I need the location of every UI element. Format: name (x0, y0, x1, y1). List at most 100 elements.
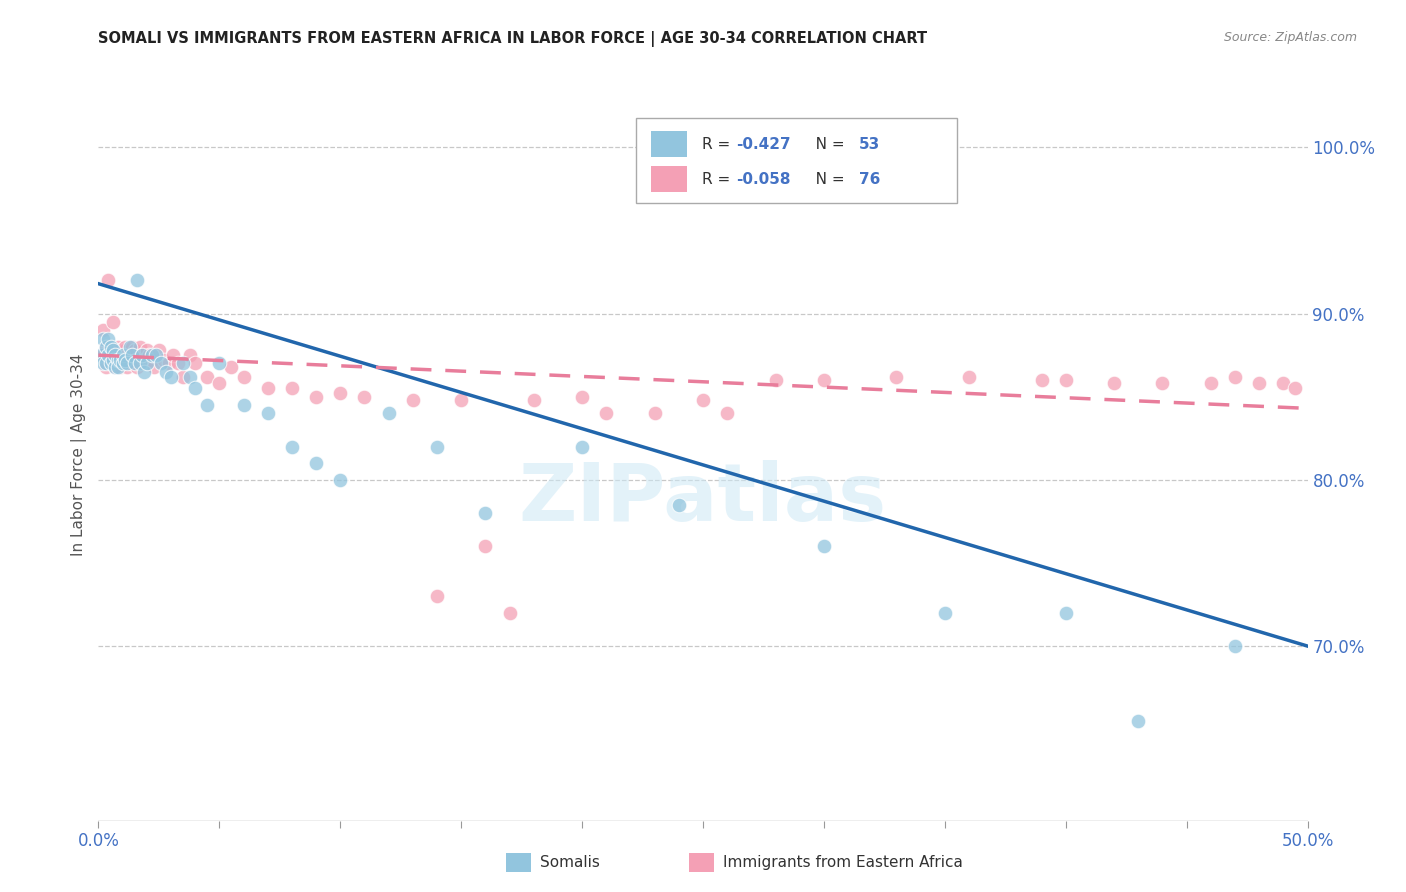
Text: 76: 76 (859, 171, 880, 186)
Point (101, 353, 124, 368)
Point (281, 440, 304, 454)
Point (402, 392, 425, 407)
Point (571, 390, 593, 404)
Point (97, 273, 120, 287)
Point (232, 369, 254, 384)
Point (426, 440, 449, 454)
Point (179, 348, 201, 362)
Point (128, 340, 150, 354)
Text: Somalis: Somalis (540, 855, 600, 870)
Point (111, 348, 134, 362)
Point (100, 356, 122, 370)
Point (143, 359, 166, 374)
Point (114, 343, 136, 358)
Text: R =: R = (702, 136, 735, 152)
Point (101, 343, 124, 358)
Point (94, 359, 117, 374)
Point (1031, 373, 1053, 387)
Point (127, 359, 149, 374)
Point (498, 606, 520, 620)
Point (135, 356, 157, 370)
Text: N =: N = (801, 171, 849, 186)
Point (595, 406, 617, 420)
Point (128, 356, 150, 370)
Text: -0.427: -0.427 (735, 136, 790, 152)
Point (353, 390, 375, 404)
Point (100, 340, 122, 354)
Point (167, 356, 190, 370)
Text: SOMALI VS IMMIGRANTS FROM EASTERN AFRICA IN LABOR FORCE | AGE 30-34 CORRELATION : SOMALI VS IMMIGRANTS FROM EASTERN AFRICA… (98, 31, 928, 47)
Point (107, 353, 129, 368)
Y-axis label: In Labor Force | Age 30-34: In Labor Force | Age 30-34 (72, 353, 87, 557)
Point (571, 440, 593, 454)
Text: ZIPatlas: ZIPatlas (519, 459, 887, 538)
Point (104, 353, 127, 368)
Point (108, 359, 131, 374)
Point (160, 369, 183, 384)
Point (101, 315, 124, 329)
Point (111, 348, 134, 362)
Point (1249, 376, 1271, 391)
Point (111, 356, 134, 370)
Point (127, 273, 149, 287)
Text: Immigrants from Eastern Africa: Immigrants from Eastern Africa (723, 855, 963, 870)
Text: -0.058: -0.058 (735, 171, 790, 186)
Point (765, 373, 787, 387)
Point (118, 348, 141, 362)
Point (134, 365, 156, 379)
Point (111, 356, 134, 370)
Text: 53: 53 (859, 136, 880, 152)
Point (1128, 714, 1150, 728)
Point (450, 392, 472, 407)
Point (668, 498, 690, 512)
Point (97, 348, 120, 362)
Point (1054, 373, 1077, 387)
Point (1199, 376, 1222, 391)
Point (131, 348, 153, 362)
Point (426, 589, 449, 603)
Point (1223, 639, 1246, 653)
Point (1054, 606, 1077, 620)
Point (523, 392, 546, 407)
Point (474, 539, 496, 553)
Point (114, 353, 136, 368)
Point (692, 392, 714, 407)
Point (94, 340, 117, 354)
Point (97, 348, 120, 362)
Point (329, 386, 352, 401)
Point (305, 456, 328, 470)
Point (91, 332, 114, 346)
Point (1102, 376, 1125, 391)
Text: R =: R = (702, 171, 735, 186)
Point (90, 348, 112, 362)
Point (179, 369, 201, 384)
Point (1152, 376, 1174, 391)
Point (108, 353, 131, 368)
Point (121, 348, 143, 362)
Point (221, 359, 243, 374)
Point (957, 369, 980, 384)
Point (114, 340, 136, 354)
Point (117, 359, 139, 374)
Point (104, 359, 127, 374)
Point (148, 343, 170, 358)
Point (145, 348, 167, 362)
Point (150, 356, 173, 370)
Point (155, 365, 177, 379)
Point (100, 356, 122, 370)
Point (813, 373, 835, 387)
Point (121, 340, 143, 354)
Point (104, 359, 127, 374)
Point (1284, 381, 1306, 395)
Point (184, 356, 207, 370)
Point (118, 340, 141, 354)
Point (97, 332, 120, 346)
Point (195, 398, 218, 412)
Point (281, 381, 304, 395)
Point (329, 473, 352, 487)
Point (141, 353, 163, 368)
Point (107, 348, 129, 362)
Point (208, 376, 231, 391)
Text: N =: N = (801, 136, 849, 152)
Point (94, 340, 117, 354)
